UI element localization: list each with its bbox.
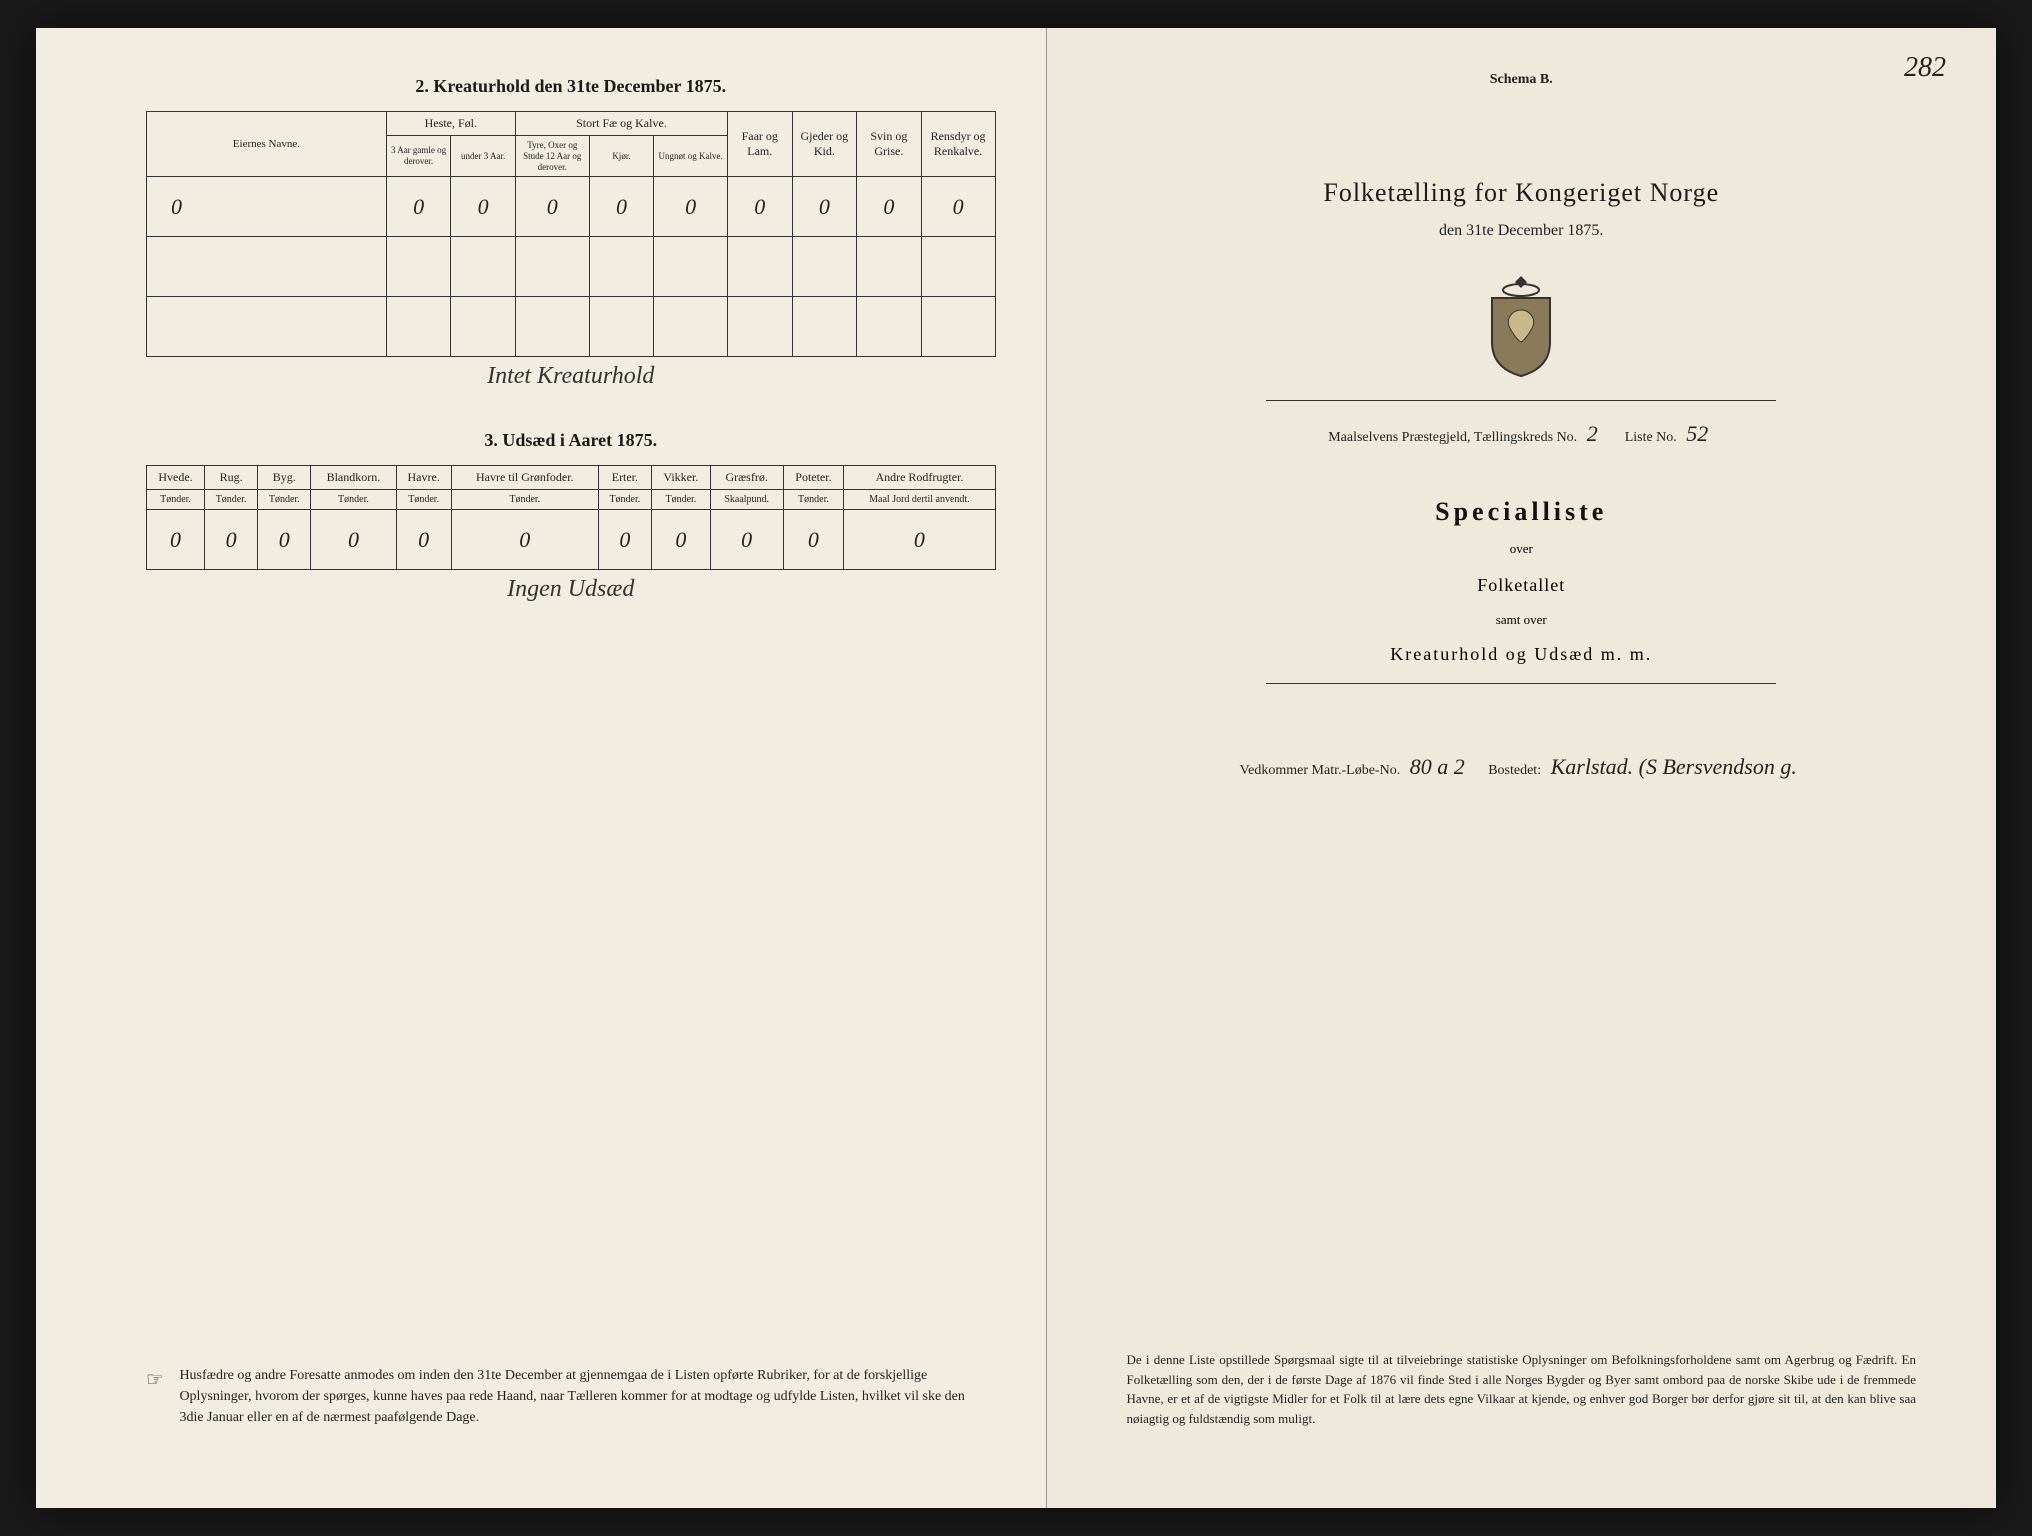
col-heste: Heste, Føl. (386, 112, 515, 136)
col-svin: Svin og Grise. (857, 112, 922, 177)
label-over: over (1097, 541, 1947, 557)
sub-stort-a: Tyre, Oxer og Stude 12 Aar og derover. (515, 136, 589, 177)
unit: Tønder. (783, 490, 844, 510)
col: Byg. (258, 466, 311, 490)
section3-handnote: Ingen Udsæd (146, 576, 996, 603)
page-number: 282 (1904, 52, 1946, 84)
cell: 0 (386, 177, 451, 237)
unit: Tønder. (451, 490, 598, 510)
sub-stort-c: Ungnøt og Kalve. (654, 136, 728, 177)
table-row: 0 0 0 0 0 0 0 0 0 0 (147, 177, 996, 237)
table-row (147, 237, 996, 297)
kreds-no: 2 (1581, 421, 1604, 446)
unit: Tønder. (147, 490, 205, 510)
label-folketallet: Folketallet (1097, 575, 1947, 596)
cell: 0 (728, 177, 793, 237)
cell: 0 (783, 510, 844, 570)
col-gjeder: Gjeder og Kid. (792, 112, 857, 177)
cell: 0 (515, 177, 589, 237)
bosted-value: Karlstad. (S Bersvendson g. (1545, 754, 1803, 779)
right-page: 282 Schema B. Folketælling for Kongerige… (1047, 28, 1997, 1508)
cell: 0 (205, 510, 258, 570)
unit: Tønder. (258, 490, 311, 510)
book-spread: 2. Kreaturhold den 31te December 1875. E… (36, 28, 1996, 1508)
unit: Skaalpund. (710, 490, 783, 510)
pointing-hand-icon: ☞ (146, 1365, 164, 1395)
left-footer-text: Husfædre og andre Foresatte anmodes om i… (179, 1365, 969, 1428)
right-footer-text: De i denne Liste opstillede Spørgsmaal s… (1127, 1350, 1917, 1428)
bosted-label: Bostedet: (1488, 763, 1541, 778)
col: Græsfrø. (710, 466, 783, 490)
cell: 0 (654, 177, 728, 237)
table-row: 0 0 0 0 0 0 0 0 0 0 0 (147, 510, 996, 570)
col: Havre. (396, 466, 451, 490)
label-samt: samt over (1097, 612, 1947, 628)
sub-heste-a: 3 Aar gamle og derover. (386, 136, 451, 177)
cell-owner: 0 (147, 177, 387, 237)
schema-label: Schema B. (1097, 72, 1947, 88)
cell: 0 (147, 510, 205, 570)
cell: 0 (857, 177, 922, 237)
cell: 0 (651, 510, 710, 570)
sub-stort-b: Kjør. (589, 136, 654, 177)
parish-line: Maalselvens Præstegjeld, Tællingskreds N… (1097, 421, 1947, 447)
col: Vikker. (651, 466, 710, 490)
left-page: 2. Kreaturhold den 31te December 1875. E… (36, 28, 1047, 1508)
col-rensdyr: Rensdyr og Renkalve. (921, 112, 995, 177)
section3-title: 3. Udsæd i Aaret 1875. (146, 430, 996, 451)
col: Havre til Grønfoder. (451, 466, 598, 490)
cell: 0 (844, 510, 995, 570)
parish-label: Maalselvens Præstegjeld, Tællingskreds N… (1328, 430, 1577, 445)
unit: Maal Jord dertil anvendt. (844, 490, 995, 510)
divider (1266, 400, 1776, 401)
unit: Tønder. (651, 490, 710, 510)
table-udsaed: Hvede. Rug. Byg. Blandkorn. Havre. Havre… (146, 465, 996, 570)
table-row (147, 297, 996, 357)
cell: 0 (710, 510, 783, 570)
sub-heste-b: under 3 Aar. (451, 136, 516, 177)
divider (1266, 683, 1776, 684)
unit: Tønder. (311, 490, 396, 510)
coat-of-arms-icon (1476, 270, 1566, 380)
section2-title: 2. Kreaturhold den 31te December 1875. (146, 76, 996, 97)
cell: 0 (451, 177, 516, 237)
main-title: Folketælling for Kongeriget Norge (1097, 178, 1947, 208)
cell: 0 (921, 177, 995, 237)
col: Rug. (205, 466, 258, 490)
cell: 0 (396, 510, 451, 570)
cell: 0 (589, 177, 654, 237)
col: Hvede. (147, 466, 205, 490)
cell: 0 (258, 510, 311, 570)
unit: Tønder. (205, 490, 258, 510)
liste-label: Liste No. (1625, 430, 1677, 445)
bosted-line: Vedkommer Matr.-Løbe-No. 80 a 2 Bostedet… (1097, 754, 1947, 780)
subtitle-date: den 31te December 1875. (1097, 222, 1947, 240)
cell: 0 (792, 177, 857, 237)
matr-no: 80 a 2 (1404, 754, 1471, 779)
col: Andre Rodfrugter. (844, 466, 995, 490)
matr-label: Vedkommer Matr.-Løbe-No. (1240, 763, 1401, 778)
left-footer: ☞ Husfædre og andre Foresatte anmodes om… (146, 1365, 986, 1428)
cell: 0 (311, 510, 396, 570)
label-kreaturhold: Kreaturhold og Udsæd m. m. (1097, 644, 1947, 665)
col-faar: Faar og Lam. (728, 112, 793, 177)
cell: 0 (451, 510, 598, 570)
specialliste-title: Specialliste (1097, 497, 1947, 527)
unit: Tønder. (598, 490, 651, 510)
table-kreaturhold: Eiernes Navne. Heste, Føl. Stort Fæ og K… (146, 111, 996, 357)
section2-handnote: Intet Kreaturhold (146, 363, 996, 390)
col: Blandkorn. (311, 466, 396, 490)
col: Poteter. (783, 466, 844, 490)
cell: 0 (598, 510, 651, 570)
col-stort: Stort Fæ og Kalve. (515, 112, 727, 136)
unit: Tønder. (396, 490, 451, 510)
col-owner: Eiernes Navne. (147, 112, 387, 177)
liste-no: 52 (1680, 421, 1714, 446)
col: Erter. (598, 466, 651, 490)
